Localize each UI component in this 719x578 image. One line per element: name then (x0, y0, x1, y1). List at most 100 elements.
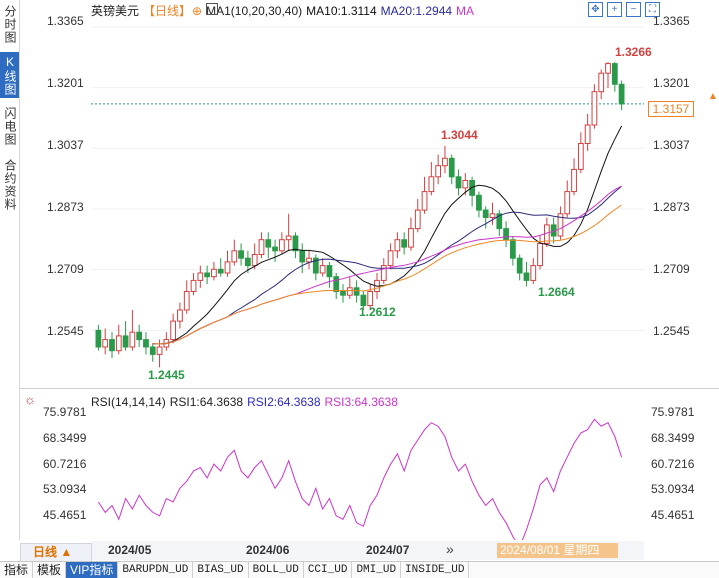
candle-body (102, 339, 109, 348)
rsi-header: RSI(14,14,14) RSI1:64.3638 RSI2:64.3638 RSI… (91, 395, 402, 409)
candle-body (577, 143, 584, 170)
current-price-arrow-icon: ▲ (708, 91, 718, 102)
candle-body (319, 265, 326, 274)
candle-body (611, 63, 618, 85)
rsi-chart[interactable] (91, 402, 644, 540)
candle-body (333, 276, 340, 293)
rsi2-value: RSI2:64.3638 (247, 395, 321, 409)
candle-body (231, 250, 238, 263)
trough-label: 1.2612 (359, 305, 396, 319)
candle-body (129, 331, 136, 348)
move-icon[interactable]: ✥ (588, 2, 603, 17)
rsi-left-label: 68.3499 (43, 431, 87, 445)
zoom-in-icon[interactable]: + (607, 2, 622, 17)
rsi-left-label: 60.7216 (43, 457, 87, 471)
left-price-label: 1.3201 (47, 76, 84, 90)
candle-body (183, 291, 190, 311)
candle-body (197, 272, 204, 281)
candle-body (136, 331, 143, 341)
rsi-left-label: 53.0934 (43, 482, 87, 496)
candle-body (245, 257, 251, 267)
left-price-label: 1.2545 (47, 324, 84, 338)
right-price-label: 1.3037 (653, 138, 690, 152)
candle-body (190, 279, 197, 292)
candle-body (211, 268, 217, 278)
zoom-out-icon[interactable]: − (626, 2, 641, 17)
candle-body (326, 265, 333, 278)
candle-body (115, 335, 122, 352)
peak-label: 1.3044 (441, 128, 478, 142)
candle-body (251, 254, 258, 267)
candle-body (414, 209, 421, 230)
candle-body (428, 176, 435, 193)
ma-params: MA1(10,20,30,40) (206, 4, 303, 18)
sidebar: 分时图 K线图 闪电图 合约资料 (0, 0, 20, 540)
tab-cci[interactable]: CCI_UD (304, 562, 353, 578)
tab-kline[interactable]: K线图 (0, 52, 19, 98)
tab-vip-indicators[interactable]: VIP指标 (66, 562, 119, 578)
right-price-label: 1.2545 (653, 324, 690, 338)
candle-body (523, 272, 530, 281)
tab-timeshare[interactable]: 分时图 (3, 4, 17, 44)
peak-label: 1.3266 (615, 45, 652, 59)
right-price-label: 1.2873 (653, 200, 690, 214)
right-price-label: 1.3365 (653, 14, 690, 28)
rsi1-value: RSI1:64.3638 (169, 395, 244, 409)
left-price-label: 1.3365 (47, 14, 84, 28)
candlestick-chart[interactable] (91, 14, 644, 384)
indicator-tabs: 指标 模板 VIP指标 BARUPDN_UD BIAS_UD BOLL_UD C… (0, 561, 719, 578)
candle-body (143, 339, 149, 348)
candle-body (571, 168, 577, 193)
candle-body (516, 257, 523, 274)
panel-divider (19, 388, 719, 389)
candle-body (408, 228, 414, 248)
candle-body (346, 287, 353, 296)
candle-body (510, 239, 516, 259)
candle-body (353, 287, 360, 296)
candle-body (299, 250, 306, 263)
candle-body (401, 239, 408, 248)
candle-body (285, 235, 292, 241)
date-label: 2024/07 (366, 543, 410, 557)
cursor-date-label: 2024/08/01 星期四 (497, 543, 618, 558)
right-price-label: 1.2709 (653, 262, 690, 276)
period-label[interactable]: 【日线】 (143, 4, 192, 18)
candle-body (258, 239, 265, 255)
trough-label: 1.2664 (538, 285, 575, 299)
candle-body (455, 176, 462, 189)
fullscreen-icon[interactable]: ⛶ (645, 2, 660, 17)
candle-body (618, 83, 625, 105)
candle-body (170, 320, 177, 341)
rsi-right-label: 75.9781 (651, 405, 695, 419)
tab-inside[interactable]: INSIDE_UD (401, 562, 470, 578)
period-selector-button[interactable]: 日线 ▲ (20, 543, 92, 562)
candle-body (272, 246, 278, 252)
tab-indicators[interactable]: 指标 (0, 562, 34, 578)
candle-body (380, 265, 387, 281)
candle-body (95, 329, 102, 348)
candle-body (442, 157, 448, 167)
tab-contract-info[interactable]: 合约资料 (3, 159, 17, 211)
ma30-line (152, 185, 622, 345)
ma40-line (152, 204, 622, 345)
candle-body (605, 63, 611, 74)
tab-flash[interactable]: 闪电图 (3, 106, 17, 146)
rsi-left-label: 45.4651 (43, 508, 87, 522)
rsi-settings-icon[interactable]: ☼ (24, 392, 36, 407)
ma-more: MA (456, 4, 475, 18)
tab-templates[interactable]: 模板 (33, 562, 67, 578)
tab-dmi[interactable]: DMI_UD (352, 562, 402, 578)
settings-gear-icon[interactable]: ⊕ (192, 4, 203, 18)
candle-body (122, 335, 129, 348)
candle-body (177, 309, 183, 322)
candle-body (469, 180, 475, 196)
chart-header: 英镑美元 【日线】⊕ MA1(10,20,30,40) MA10:1.3114 MA20… (91, 2, 478, 18)
candle-body (204, 272, 210, 278)
candle-body (224, 261, 231, 274)
tab-bias[interactable]: BIAS_UD (193, 562, 249, 578)
tab-barupdn[interactable]: BARUPDN_UD (118, 562, 194, 578)
candle-body (306, 257, 312, 263)
candle-body (149, 346, 156, 355)
tab-boll[interactable]: BOLL_UD (249, 562, 304, 578)
scroll-right-icon[interactable]: » (446, 541, 454, 557)
